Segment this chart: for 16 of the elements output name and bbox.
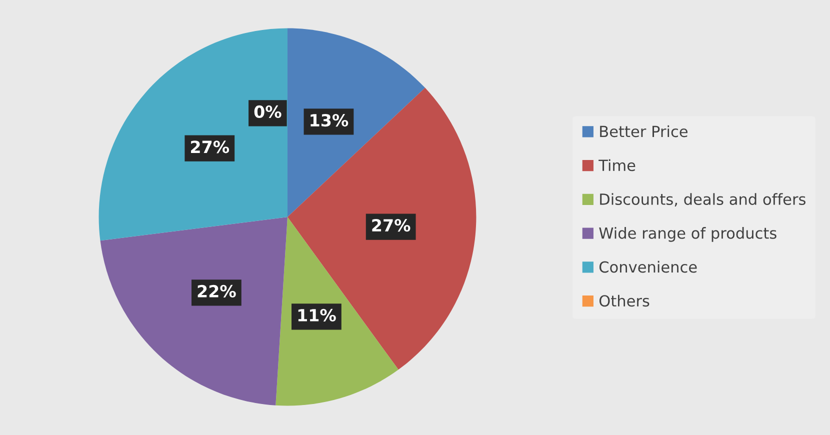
pie-slice (288, 28, 426, 217)
pie-slice (288, 88, 476, 370)
data-label: 11% (298, 308, 336, 322)
legend-label: Discounts, deals and offers (600, 193, 806, 207)
pie-slice (98, 28, 288, 241)
pie-slice (100, 217, 288, 406)
legend-label: Others (599, 294, 650, 307)
data-label: 27% (372, 218, 410, 232)
data-label: 27% (191, 140, 230, 154)
data-label: 13% (310, 114, 348, 127)
text: 0% (254, 105, 282, 118)
legend-label: Better Price (600, 125, 688, 138)
legend-label: Wide range of products (599, 227, 776, 242)
legend-label: Time (598, 159, 636, 172)
legend-label: Convenience (599, 260, 697, 273)
data-label: 22% (198, 284, 236, 298)
